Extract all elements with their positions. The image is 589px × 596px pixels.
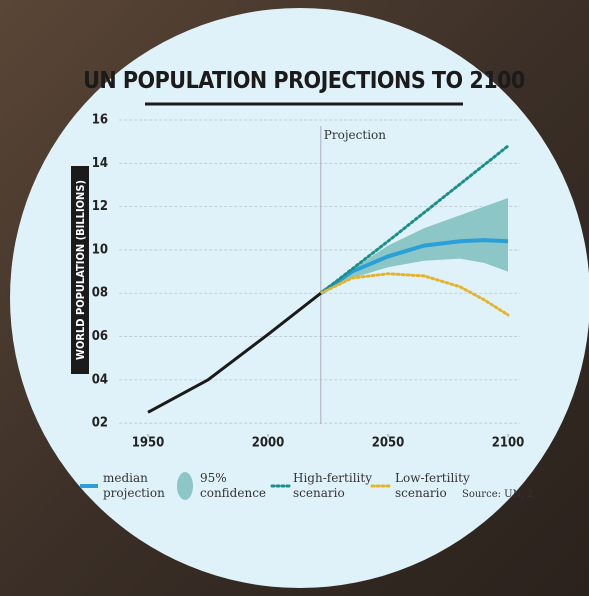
y-tick-label: 06 <box>92 329 108 344</box>
legend-label-line: 95% <box>200 471 227 485</box>
confidence-band <box>320 197 508 294</box>
legend-label: High-fertility scenario <box>293 471 372 500</box>
y-label-group: WORLD POPULATION (BILLIONS) <box>71 166 89 374</box>
x-tick-label: 2000 <box>252 436 285 451</box>
legend-swatch <box>177 472 193 500</box>
y-tick-label: 10 <box>92 242 108 257</box>
circle-panel <box>10 8 589 588</box>
source: Source: UN, 2 <box>462 489 533 500</box>
legend-label-line: High-fertility <box>293 471 372 485</box>
y-tick-label: 08 <box>92 286 108 301</box>
legend-label: median projection <box>103 471 165 500</box>
y-tick-label: 14 <box>92 156 108 171</box>
y-tick-label: 12 <box>92 199 108 214</box>
legend-label-line: projection <box>103 486 165 500</box>
chart-title: UN POPULATION PROJECTIONS TO 2100 <box>83 68 525 94</box>
x-tick-label: 1950 <box>132 436 165 451</box>
x-tick-label: 2100 <box>492 436 525 451</box>
series-line <box>147 292 322 414</box>
y-tick-label: 16 <box>92 113 108 128</box>
series-line <box>319 238 509 295</box>
series-line <box>319 144 510 295</box>
legend-label-line: confidence <box>200 486 266 500</box>
legend-label: 95% confidence <box>200 471 266 500</box>
annotation: Projection <box>324 128 386 142</box>
x-tick-label: 2050 <box>372 436 405 451</box>
legend-label-line: scenario <box>293 486 345 500</box>
legend-label-line: median <box>103 471 148 485</box>
plot: 02 04 06 08 10 12 14 16 1950 2000 2050 2100 Projecti… <box>92 113 525 451</box>
y-axis-label: WORLD POPULATION (BILLIONS) <box>74 180 87 360</box>
y-tick-label: 04 <box>92 372 108 387</box>
series-line <box>319 272 510 317</box>
legend-label-line: scenario <box>395 486 447 500</box>
legend-label-line: Low-fertility <box>395 471 470 485</box>
legend-label: Low-fertility scenario <box>395 471 470 500</box>
y-label-box <box>71 166 89 374</box>
y-tick-label: 02 <box>92 416 108 431</box>
